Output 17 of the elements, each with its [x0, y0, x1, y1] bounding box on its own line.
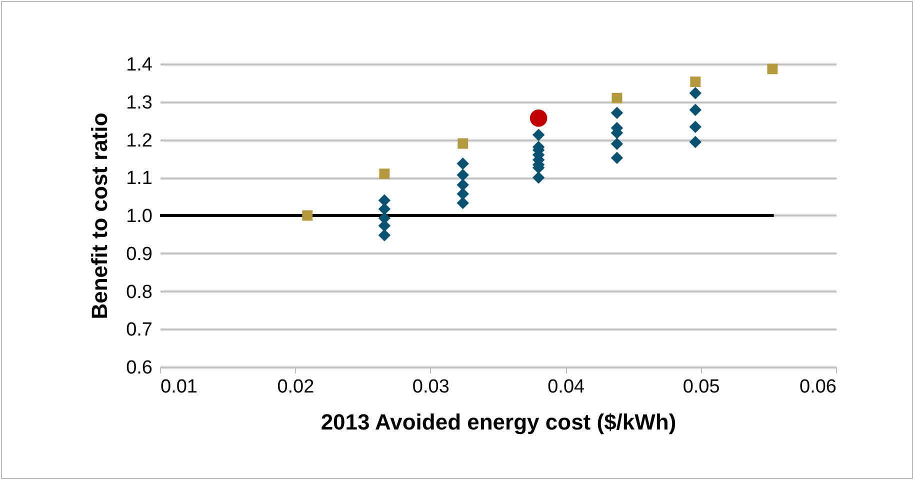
y-axis-title: Benefit to cost ratio — [87, 112, 112, 320]
y-tick-label: 1.0 — [126, 206, 152, 227]
x-tick-label: 0.02 — [277, 376, 314, 398]
y-tick-label: 1.4 — [126, 54, 153, 76]
y-tick-label: 0.7 — [126, 320, 152, 341]
y-tick-label: 0.9 — [126, 244, 152, 265]
x-tick-label: 0.05 — [682, 376, 720, 398]
y-tick-label: 1.1 — [126, 168, 152, 190]
x-tick-label: 0.03 — [412, 376, 450, 398]
y-tick-label: 1.2 — [126, 130, 152, 152]
x-tick-label: 0.06 — [800, 376, 836, 398]
x-tick-label: 0.01 — [160, 376, 198, 398]
y-tick-label: 0.6 — [126, 358, 152, 378]
y-tick-label: 1.3 — [126, 92, 152, 114]
x-axis-title: 2013 Avoided energy cost ($/kWh) — [320, 410, 676, 434]
x-tick-label: 0.04 — [548, 376, 586, 398]
y-tick-label: 0.8 — [126, 282, 152, 303]
